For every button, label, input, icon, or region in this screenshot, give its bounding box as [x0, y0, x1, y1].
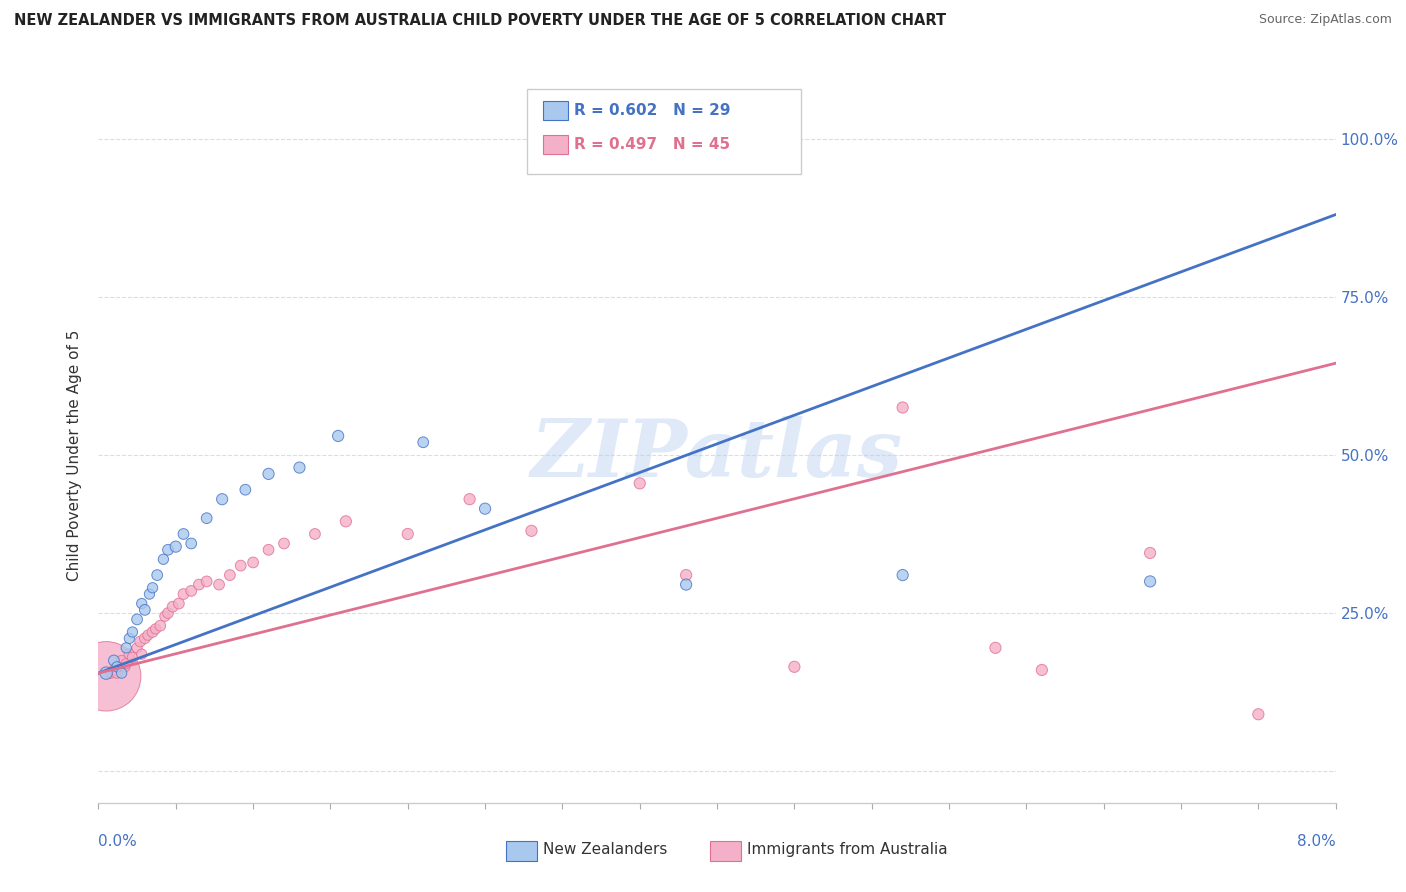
Point: [273, 536, 295, 550]
Point: [984, 640, 1007, 655]
Point: [103, 653, 125, 667]
Point: [675, 568, 697, 582]
Text: 0.0%: 0.0%: [98, 834, 138, 849]
Point: [136, 628, 159, 642]
Point: [118, 647, 141, 661]
Point: [145, 622, 167, 636]
Point: [229, 558, 252, 573]
Point: [783, 660, 806, 674]
Point: [100, 666, 122, 681]
Text: Source: ZipAtlas.com: Source: ZipAtlas.com: [1258, 13, 1392, 27]
Point: [242, 556, 264, 570]
Point: [129, 634, 152, 648]
Point: [105, 660, 128, 674]
Text: ZIPatlas: ZIPatlas: [531, 417, 903, 493]
Point: [891, 401, 914, 415]
Point: [134, 603, 156, 617]
Point: [115, 640, 138, 655]
Point: [111, 666, 134, 681]
Point: [121, 650, 143, 665]
Y-axis label: Child Poverty Under the Age of 5: Child Poverty Under the Age of 5: [67, 329, 83, 581]
Point: [157, 542, 180, 557]
Point: [157, 606, 180, 620]
Point: [1247, 707, 1270, 722]
Point: [127, 612, 149, 626]
Point: [96, 666, 118, 681]
Point: [208, 577, 231, 591]
Point: [115, 657, 138, 671]
Point: [304, 527, 326, 541]
Point: [474, 501, 496, 516]
Point: [153, 609, 176, 624]
Point: [520, 524, 543, 538]
Point: [111, 653, 134, 667]
Point: [167, 597, 190, 611]
Point: [118, 632, 141, 646]
Point: [1139, 574, 1161, 589]
Point: [138, 587, 160, 601]
Point: [195, 511, 218, 525]
Point: [131, 647, 153, 661]
Point: [141, 581, 165, 595]
Point: [257, 467, 280, 481]
Point: [180, 583, 202, 598]
Text: New Zealanders: New Zealanders: [543, 842, 666, 856]
Point: [326, 429, 350, 443]
Point: [257, 542, 280, 557]
Text: R = 0.602   N = 29: R = 0.602 N = 29: [574, 103, 730, 118]
Point: [335, 514, 357, 528]
Point: [165, 540, 187, 554]
Point: [235, 483, 257, 497]
Point: [458, 492, 481, 507]
Point: [396, 527, 419, 541]
Point: [134, 632, 156, 646]
Point: [162, 599, 184, 614]
Point: [149, 618, 172, 632]
Point: [141, 625, 165, 640]
Point: [173, 587, 195, 601]
Point: [146, 568, 169, 582]
Point: [219, 568, 242, 582]
Point: [628, 476, 651, 491]
Point: [1139, 546, 1161, 560]
Point: [105, 666, 128, 681]
Point: [1031, 663, 1053, 677]
Point: [675, 577, 697, 591]
Point: [127, 640, 149, 655]
Point: [103, 663, 125, 677]
Point: [188, 577, 211, 591]
Point: [211, 492, 233, 507]
Point: [891, 568, 914, 582]
Point: [96, 669, 118, 683]
Point: [121, 625, 143, 640]
Point: [173, 527, 195, 541]
Text: 8.0%: 8.0%: [1296, 834, 1336, 849]
Text: Immigrants from Australia: Immigrants from Australia: [747, 842, 948, 856]
Point: [195, 574, 218, 589]
Point: [107, 660, 129, 674]
Point: [114, 660, 136, 674]
Point: [180, 536, 202, 550]
Text: R = 0.497   N = 45: R = 0.497 N = 45: [574, 137, 730, 152]
Text: NEW ZEALANDER VS IMMIGRANTS FROM AUSTRALIA CHILD POVERTY UNDER THE AGE OF 5 CORR: NEW ZEALANDER VS IMMIGRANTS FROM AUSTRAL…: [14, 13, 946, 29]
Point: [152, 552, 174, 566]
Point: [412, 435, 434, 450]
Point: [131, 597, 153, 611]
Point: [288, 460, 311, 475]
